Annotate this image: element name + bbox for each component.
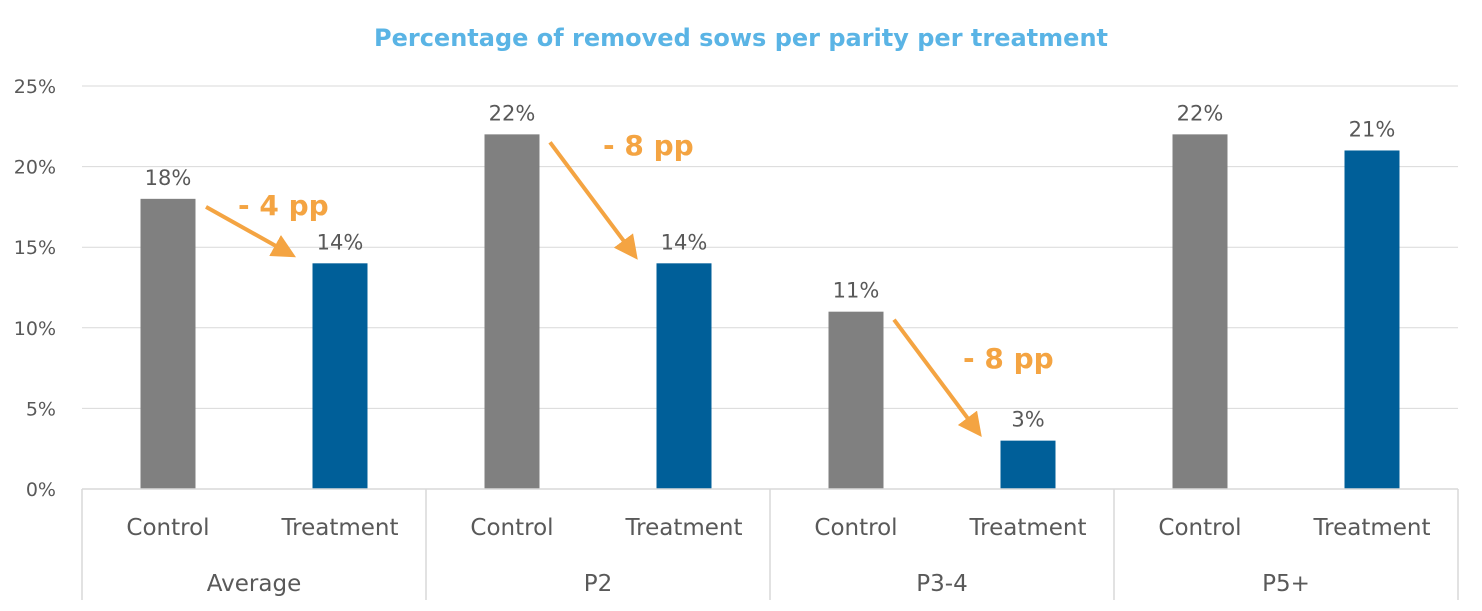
group-label: Average [207, 571, 301, 597]
data-label: 14% [317, 230, 364, 254]
bar-treatment [312, 263, 368, 489]
data-label: 11% [833, 279, 880, 303]
data-label: 22% [489, 101, 536, 125]
annotation-arrow [548, 141, 638, 260]
annotation-arrow [892, 318, 982, 438]
chart-title: Percentage of removed sows per parity pe… [374, 24, 1108, 52]
category-label: Control [126, 515, 209, 541]
category-label: Treatment [624, 515, 742, 541]
category-label: Treatment [968, 515, 1086, 541]
y-tick-label: 0% [26, 479, 56, 501]
data-label: 21% [1349, 117, 1396, 141]
bar-control [828, 311, 884, 489]
annotation-text: - 4 pp [238, 189, 329, 222]
bar-control [140, 198, 196, 489]
y-tick-label: 15% [14, 237, 56, 259]
bar-treatment [1000, 440, 1056, 489]
category-label: Treatment [1312, 515, 1430, 541]
annotation-text: - 8 pp [963, 342, 1054, 375]
y-tick-label: 25% [14, 76, 56, 98]
y-tick-label: 5% [26, 398, 56, 420]
bar-treatment [656, 263, 712, 489]
group-label: P3-4 [916, 571, 967, 597]
y-tick-label: 10% [14, 318, 56, 340]
category-label: Control [814, 515, 897, 541]
bar-treatment [1344, 150, 1400, 490]
data-label: 22% [1177, 101, 1224, 125]
category-label: Control [470, 515, 553, 541]
data-label: 14% [661, 230, 708, 254]
bar-control [1172, 134, 1228, 490]
annotation-arrow [205, 205, 296, 258]
category-label: Treatment [280, 515, 398, 541]
data-label: 18% [145, 166, 192, 190]
group-label: P2 [584, 571, 613, 597]
category-label: Control [1158, 515, 1241, 541]
annotation-text: - 8 pp [603, 129, 694, 162]
y-tick-label: 20% [14, 157, 56, 179]
data-label: 3% [1011, 408, 1044, 432]
bar-control [484, 134, 540, 490]
group-label: P5+ [1262, 571, 1310, 597]
